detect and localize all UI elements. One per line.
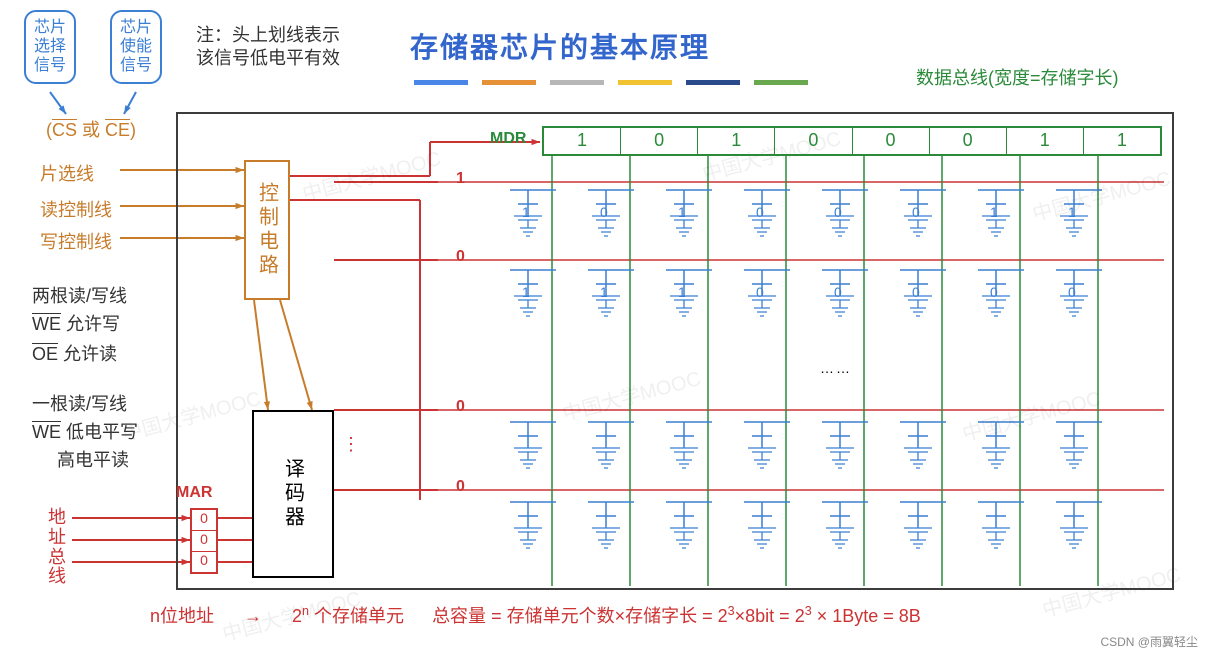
cell-bit-r0-c7: 1 [1068,204,1076,220]
mdr-bit-0: 1 [544,128,621,154]
cell-bit-r0-c5: 0 [912,204,920,220]
chip-box-0: 芯片选择信号 [24,10,76,84]
capacity-formula: n位地址→2n 个存储单元总容量 = 存储单元个数×存储字长 = 23×8bit… [150,602,921,628]
cell-bit-r1-c5: 0 [912,284,920,300]
cell-bit-r1-c7: 0 [1068,284,1076,300]
rw-note: 高电平读 [32,446,129,472]
title-underline-bars [414,72,822,90]
cell-bit-r1-c3: 0 [756,284,764,300]
cell-bit-r1-c1: 1 [600,284,608,300]
decoder-label: 译码器 [279,458,308,530]
mar-bit-2: 0 [192,552,216,572]
note-line2: 该信号低电平有效 [196,47,340,70]
data-bus-label: 数据总线(宽度=存储字长) [916,64,1119,90]
page-title: 存储器芯片的基本原理 [410,26,710,66]
cell-bit-r0-c4: 0 [834,204,842,220]
color-bar [550,80,604,85]
rw-note: 两根读/写线 [32,282,127,308]
cell-bit-r1-c6: 0 [990,284,998,300]
mar-register: 000 [190,508,218,574]
color-bar [482,80,536,85]
cell-bit-r1-c4: 0 [834,284,842,300]
mdr-bit-2: 1 [698,128,775,154]
row-select-label-0: 1 [456,170,465,188]
mdr-label: MDR [490,130,526,148]
overline-note: 注：头上划线表示 该信号低电平有效 [196,24,340,71]
cell-bit-r0-c1: 0 [600,204,608,220]
mar-bit-1: 0 [192,531,216,552]
cell-bit-r0-c2: 1 [678,204,686,220]
mdr-bit-1: 0 [621,128,698,154]
mdr-bit-7: 1 [1084,128,1160,154]
mdr-bit-3: 0 [775,128,852,154]
mar-bit-0: 0 [192,510,216,531]
rw-note: 一根读/写线 [32,390,127,416]
rw-note: OE 允许读 [32,340,117,366]
row-select-label-2: 0 [456,398,465,416]
mdr-register: 10100011 [542,126,1162,156]
mdr-bit-4: 0 [853,128,930,154]
cell-bit-r0-c6: 1 [990,204,998,220]
note-line1: 注：头上划线表示 [196,24,340,47]
chip-box-1: 芯片使能信号 [110,10,162,84]
mar-label: MAR [176,484,212,502]
rw-note: WE 低电平写 [32,418,138,444]
cs-ce-label: (CS 或 CE) [46,116,136,142]
signal-label-2: 写控制线 [40,228,112,254]
color-bar [754,80,808,85]
rw-note: WE 允许写 [32,310,120,336]
row-select-label-1: 0 [456,248,465,266]
row-select-label-3: 0 [456,478,465,496]
control-circuit-label: 控制电路 [253,182,282,278]
mdr-bit-5: 0 [930,128,1007,154]
cell-bit-r0-c0: 1 [522,204,530,220]
cell-bit-r0-c3: 0 [756,204,764,220]
decoder-box: 译码器 [252,410,334,578]
color-bar [686,80,740,85]
rows-ellipsis: …… [820,360,852,376]
credit-text: CSDN @雨翼轻尘 [1100,633,1198,650]
mdr-bit-6: 1 [1007,128,1084,154]
cell-bit-r1-c2: 1 [678,284,686,300]
signal-label-0: 片选线 [40,160,94,186]
control-circuit-box: 控制电路 [244,160,290,300]
color-bar [618,80,672,85]
address-bus-label: 地址总线 [48,508,66,587]
color-bar [414,80,468,85]
cell-bit-r1-c0: 1 [522,284,530,300]
signal-label-1: 读控制线 [40,196,112,222]
